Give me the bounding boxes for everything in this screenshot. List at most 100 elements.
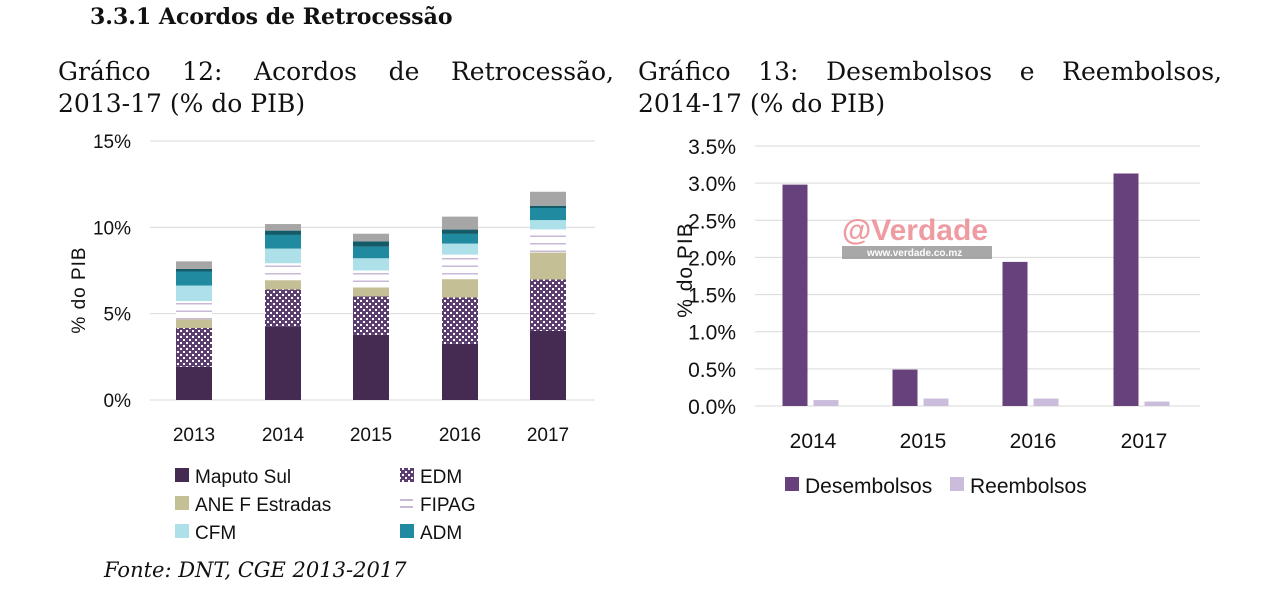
source-note: Fonte: DNT, CGE 2013-2017 — [104, 558, 407, 582]
bar-segment-unlabeled — [265, 230, 301, 235]
bar-segment-edm — [442, 297, 478, 344]
bar-segment-adm — [530, 207, 566, 221]
bar-segment-cfm — [353, 258, 389, 271]
bar-segment-edm — [353, 296, 389, 335]
bar-segment-unlabeled — [442, 216, 478, 230]
bar-segment-edm — [265, 289, 301, 327]
x-tick-label: 2017 — [527, 425, 569, 446]
legend-label: EDM — [420, 467, 462, 488]
bar-reembolsos — [813, 400, 839, 406]
chart-13-title: Gráfico 13: Desembolsos e Reembolsos, 20… — [638, 56, 1222, 120]
bar-segment-ane-f-estradas — [442, 279, 478, 298]
y-tick-label: 10% — [93, 218, 131, 239]
chart-13-title-line1: Gráfico 13: Desembolsos e Reembolsos, — [638, 57, 1222, 86]
legend-label: ANE F Estradas — [195, 495, 331, 516]
bar-segment-fipag — [442, 254, 478, 280]
legend-label: Desembolsos — [805, 475, 932, 498]
legend-swatch — [175, 496, 189, 510]
bar-segment-maputo-sul — [353, 334, 389, 400]
legend-label: CFM — [195, 523, 236, 544]
watermark-url: www.verdade.co.mz — [866, 248, 962, 259]
chart-12-title: Gráfico 12: Acordos de Retrocessão, 2013… — [58, 56, 614, 120]
y-axis-title: % do PIB — [69, 246, 90, 333]
y-tick-label: 3.0% — [688, 173, 736, 196]
x-tick-label: 2016 — [1010, 430, 1057, 453]
legend-swatch — [950, 477, 964, 491]
bar-reembolsos — [923, 398, 949, 406]
legend-label: Maputo Sul — [195, 467, 291, 488]
bar-segment-cfm — [265, 248, 301, 264]
watermark-brand: @Verdade — [842, 214, 988, 247]
bar-segment-adm — [265, 234, 301, 249]
bar-segment-unlabeled — [265, 224, 301, 231]
bar-segment-adm — [442, 233, 478, 244]
bar-segment-fipag — [176, 301, 212, 320]
y-tick-label: 1.0% — [688, 322, 736, 345]
chart-12-title-line1: Gráfico 12: Acordos de Retrocessão, — [58, 57, 614, 86]
bar-segment-maputo-sul — [530, 330, 566, 400]
verdade-watermark-logo: @Verdade www.verdade.co.mz — [842, 214, 992, 259]
y-tick-label: 15% — [93, 132, 131, 153]
bar-segment-ane-f-estradas — [265, 280, 301, 290]
y-tick-label: 0.5% — [688, 359, 736, 382]
bar-segment-edm — [530, 279, 566, 331]
bar-reembolsos — [1033, 398, 1059, 406]
bar-segment-ane-f-estradas — [353, 287, 389, 297]
chart-13-title-line2: 2014-17 (% do PIB) — [638, 89, 886, 118]
x-tick-label: 2014 — [262, 425, 305, 446]
bar-segment-maputo-sul — [265, 326, 301, 400]
legend-label: Reembolsos — [970, 475, 1087, 498]
legend-swatch — [400, 524, 414, 538]
bar-segment-fipag — [530, 229, 566, 253]
chart-13: 0.0% 0.5% 1.0% 1.5% 2.0% 2.5% 3.0% 3.5% % do PIB… — [674, 136, 1200, 498]
bar-desembolsos — [892, 369, 918, 406]
bar-segment-unlabeled — [530, 205, 566, 208]
legend-swatch — [400, 499, 413, 501]
bar-segment-unlabeled — [530, 191, 566, 206]
bar-segment-adm — [176, 271, 212, 286]
y-tick-label: 1.5% — [688, 285, 736, 308]
y-tick-label: 5% — [104, 305, 132, 326]
bar-segment-fipag — [265, 263, 301, 281]
y-tick-label: 2.0% — [688, 247, 736, 270]
legend-swatch — [400, 468, 414, 482]
bar-segment-maputo-sul — [442, 343, 478, 400]
y-tick-label: 0% — [104, 391, 132, 412]
chart-12-title-line2: 2013-17 (% do PIB) — [58, 89, 306, 118]
x-tick-label: 2017 — [1121, 430, 1168, 453]
bar-segment-ane-f-estradas — [176, 319, 212, 328]
legend-label: FIPAG — [420, 495, 476, 516]
bar-segment-cfm — [176, 285, 212, 302]
bar-desembolsos — [1002, 261, 1028, 406]
section-heading: 3.3.1 Acordos de Retrocessão — [90, 4, 453, 30]
bar-segment-unlabeled — [353, 241, 389, 247]
bar-segment-unlabeled — [176, 268, 212, 272]
y-axis-title: % do PIB — [674, 222, 697, 318]
bar-segment-unlabeled — [176, 261, 212, 269]
bar-segment-adm — [353, 246, 389, 259]
bar-segment-edm — [176, 327, 212, 367]
legend-swatch — [785, 477, 799, 491]
legend-label: ADM — [420, 523, 462, 544]
chart-12: 0% 5% 10% 15% % do PIB 2013 2014 2015 2016 2017 Ma… — [69, 132, 595, 544]
y-tick-label: 0.0% — [688, 396, 736, 419]
bar-segment-cfm — [530, 220, 566, 230]
y-tick-label: 2.5% — [688, 210, 736, 233]
bar-segment-maputo-sul — [176, 366, 212, 400]
watermark-url-band — [842, 246, 992, 259]
bar-reembolsos — [1144, 401, 1170, 406]
y-tick-label: 3.5% — [688, 136, 736, 159]
legend-swatch — [175, 524, 189, 538]
bar-segment-unlabeled — [442, 229, 478, 234]
bar-desembolsos — [1113, 173, 1139, 406]
x-tick-label: 2013 — [173, 425, 215, 446]
x-tick-label: 2015 — [900, 430, 947, 453]
legend-swatch — [400, 506, 413, 508]
bar-segment-cfm — [442, 243, 478, 255]
x-tick-label: 2016 — [439, 425, 481, 446]
bar-desembolsos — [782, 184, 808, 406]
bar-segment-unlabeled — [353, 233, 389, 242]
bar-segment-fipag — [353, 270, 389, 288]
legend-swatch — [175, 468, 189, 482]
